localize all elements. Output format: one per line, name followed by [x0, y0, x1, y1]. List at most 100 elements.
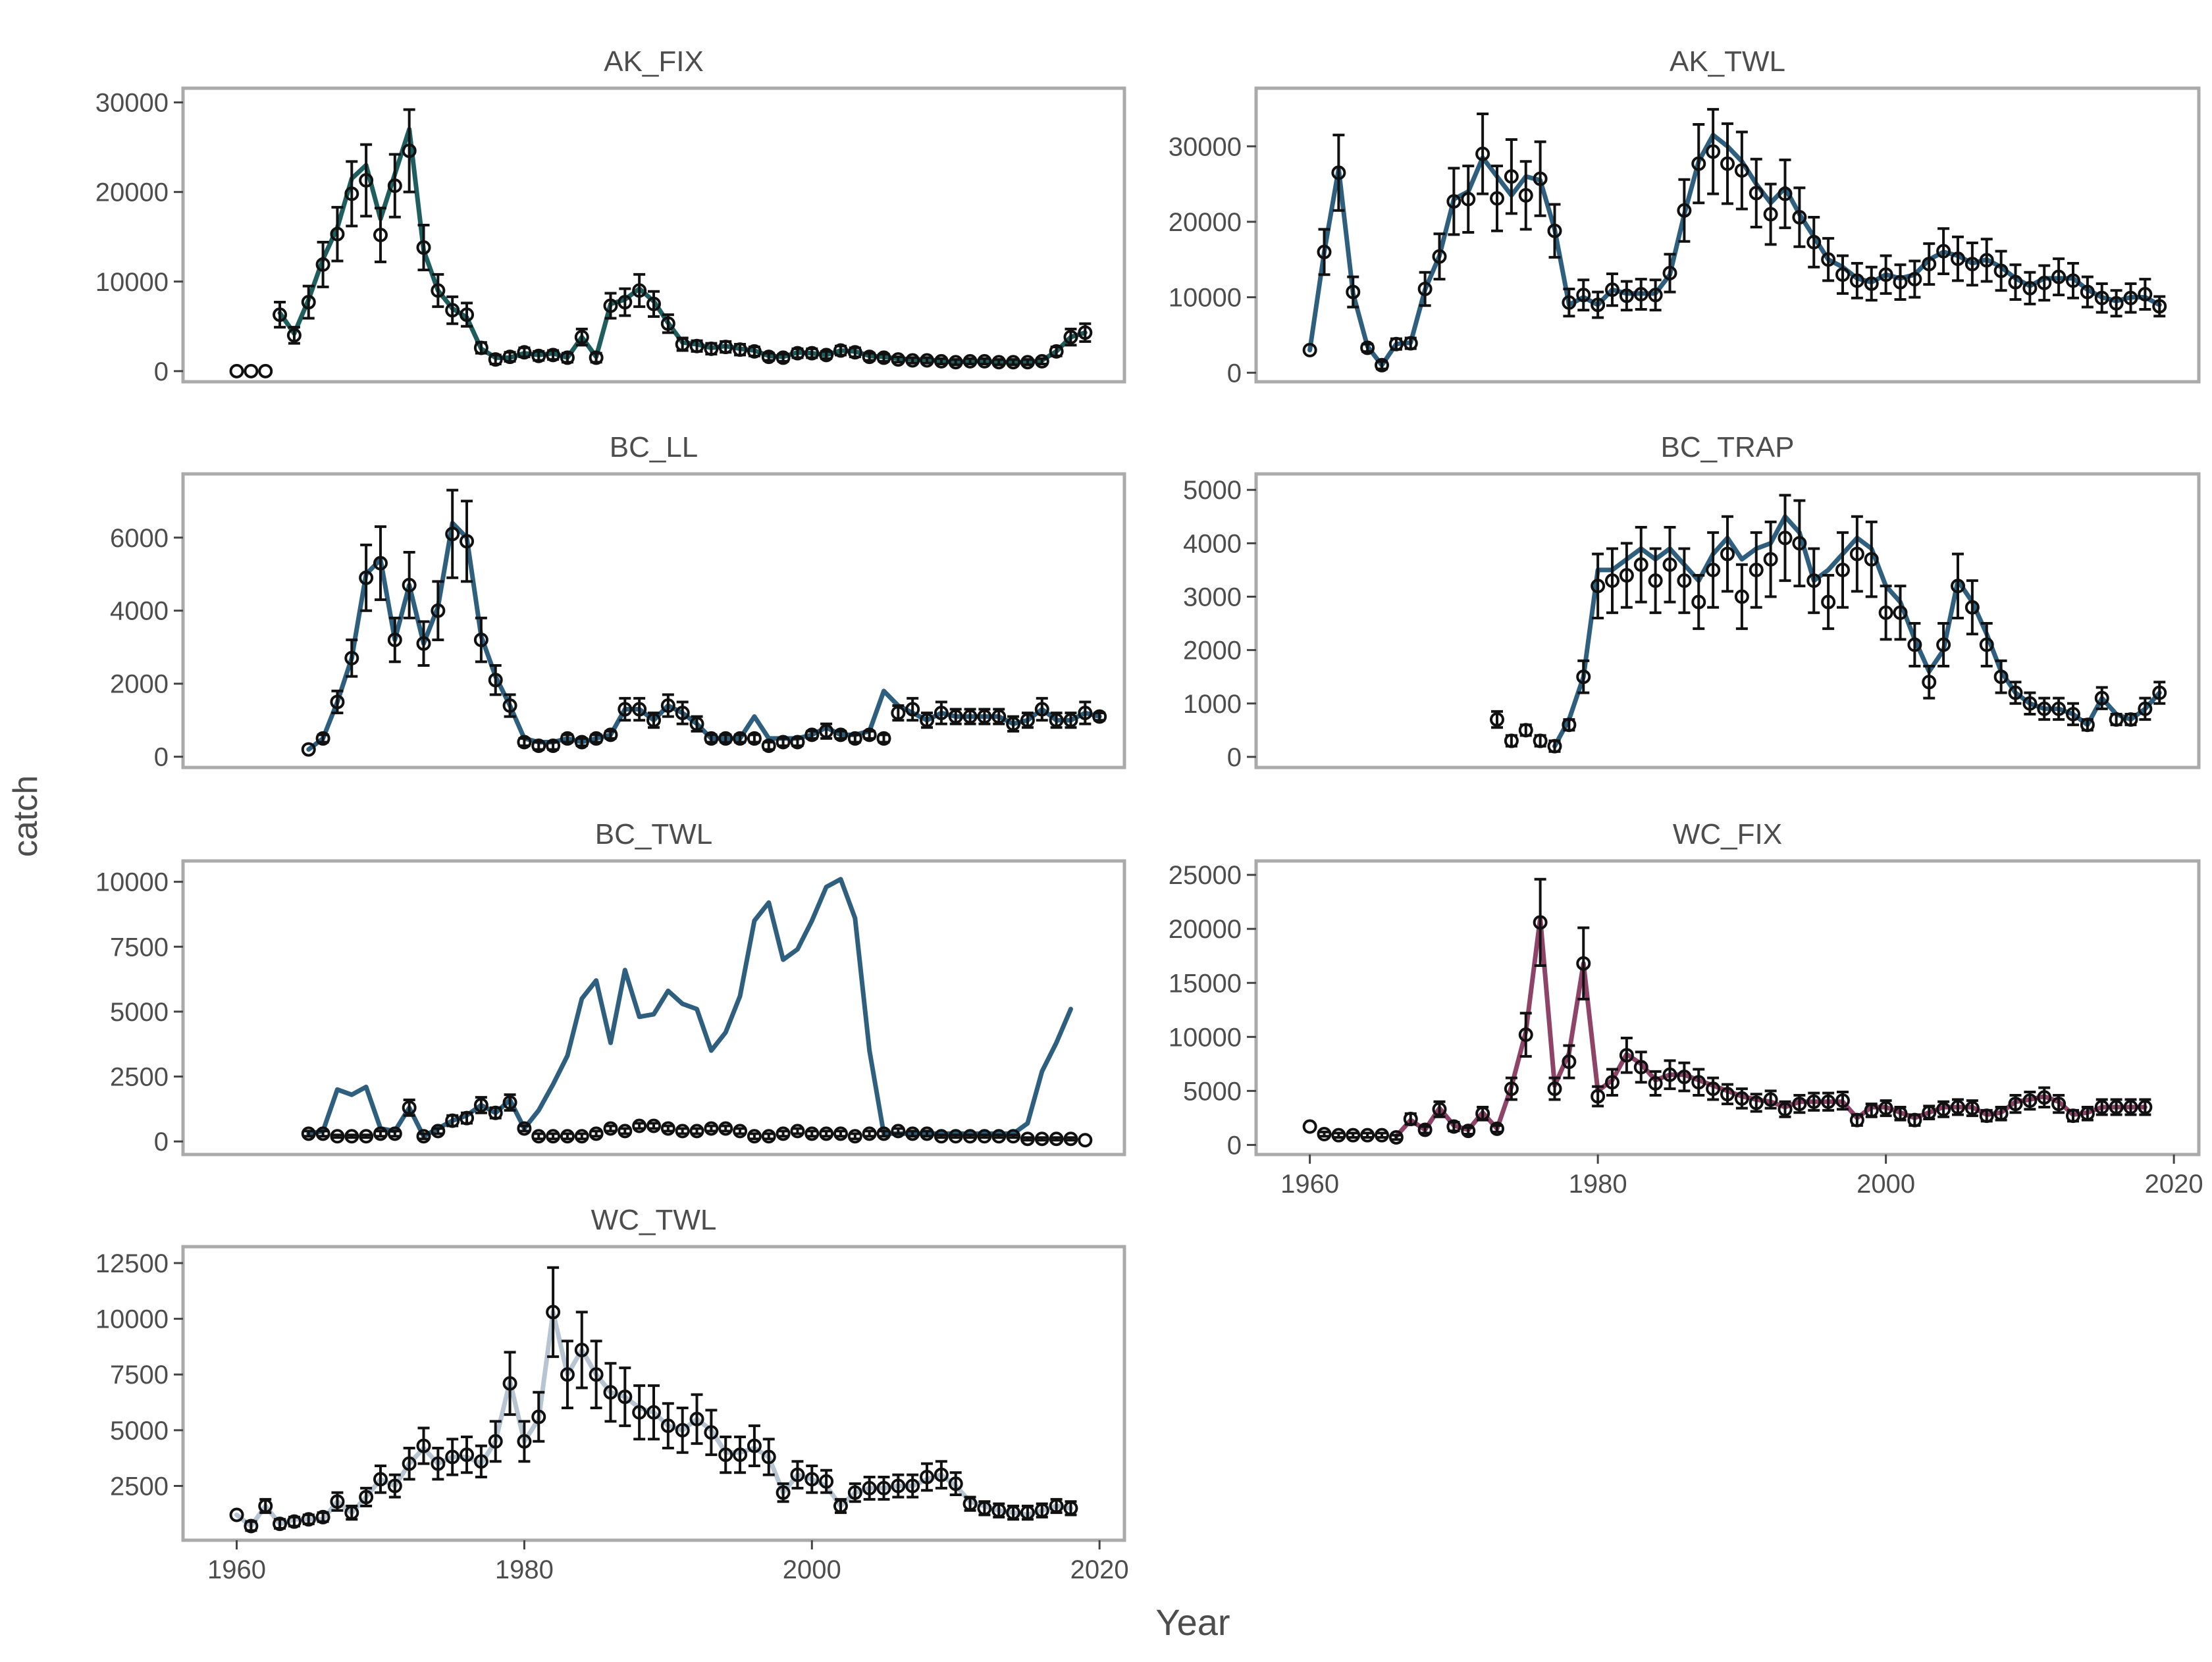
data-point [733, 1124, 748, 1139]
data-point [2123, 712, 2138, 727]
data-point [660, 698, 675, 713]
data-point [301, 742, 316, 757]
data-point [416, 636, 431, 651]
data-point [1446, 1119, 1462, 1134]
data-point [286, 328, 302, 343]
data-point [718, 1447, 733, 1463]
data-point [1720, 546, 1735, 561]
y-tick-label: 5000 [1183, 476, 1242, 505]
data-point [962, 709, 978, 724]
data-point [1078, 706, 1093, 721]
data-point [761, 739, 776, 754]
data-point [1778, 1102, 1793, 1117]
data-point [1864, 1103, 1879, 1118]
data-point [546, 348, 561, 363]
x-tick-label: 2000 [783, 1555, 841, 1584]
data-point [2066, 706, 2080, 721]
data-point [1633, 287, 1648, 302]
data-point [1006, 716, 1021, 731]
data-point [1518, 1027, 1533, 1043]
data-point [618, 295, 633, 310]
data-point [2123, 1099, 2138, 1114]
panel-border [181, 859, 1126, 1156]
data-point [1388, 1130, 1404, 1145]
data-point [819, 723, 834, 739]
data-point [2066, 273, 2080, 288]
data-point [1951, 1099, 1965, 1114]
data-point [1092, 709, 1107, 724]
data-point [833, 1126, 848, 1141]
y-tick-label: 0 [1227, 1131, 1242, 1160]
data-point [286, 1514, 302, 1529]
y-tick-label: 0 [1227, 743, 1242, 772]
data-point [2051, 701, 2067, 716]
data-point [991, 355, 1007, 370]
data-point [920, 353, 935, 368]
data-point [330, 226, 345, 242]
data-point [229, 363, 244, 378]
data-point [1691, 594, 1706, 610]
panel-title: AK_FIX [604, 45, 704, 78]
data-point [1749, 186, 1764, 201]
data-point [1020, 355, 1035, 370]
data-point [761, 350, 776, 365]
data-point [273, 1517, 288, 1532]
data-point [603, 1121, 618, 1136]
data-point [1533, 733, 1548, 748]
data-point [991, 1503, 1007, 1518]
panel-ak-twl: AK_TWL 0 10000 20000 30000 [1169, 45, 2201, 388]
data-point [402, 143, 417, 159]
data-point [301, 1126, 316, 1141]
data-point [948, 355, 963, 370]
x-tick-label: 2020 [2145, 1170, 2203, 1199]
data-point [1993, 669, 2009, 685]
data-point [948, 709, 963, 724]
data-point [589, 350, 604, 365]
data-point [1605, 1075, 1620, 1090]
data-point [416, 1129, 431, 1144]
data-point [776, 350, 791, 365]
data-point [1849, 546, 1864, 561]
data-point [862, 1126, 877, 1141]
data-point [2080, 717, 2095, 733]
data-point [747, 344, 762, 359]
data-point [1302, 342, 1317, 357]
panel-border [1254, 472, 2201, 769]
data-point [1778, 186, 1793, 201]
data-point [1049, 713, 1064, 728]
data-point [1403, 1112, 1418, 1127]
data-point [1034, 1503, 1049, 1518]
data-point [776, 735, 791, 750]
data-point [2008, 1097, 2023, 1112]
data-point [373, 1126, 388, 1141]
y-tick-label: 10000 [1169, 1023, 1242, 1052]
panel-border [1254, 859, 2201, 1156]
data-point [1893, 1106, 1908, 1121]
panel-title: WC_TWL [591, 1204, 717, 1236]
data-point [431, 1456, 446, 1471]
data-point [1936, 1102, 1951, 1117]
data-point [244, 1519, 259, 1534]
data-point [2094, 690, 2109, 706]
data-point [603, 298, 618, 313]
data-point [1835, 267, 1850, 282]
data-point [445, 1449, 460, 1465]
panel-title: BC_TRAP [1661, 431, 1795, 463]
data-point [1951, 251, 1965, 267]
data-point [589, 1367, 604, 1382]
y-axis-title: catch [7, 775, 45, 857]
data-point [790, 346, 805, 361]
data-point [273, 307, 288, 323]
data-point [804, 727, 820, 742]
data-point [733, 731, 748, 746]
data-point [387, 1126, 402, 1141]
data-point [1778, 531, 1793, 546]
data-point [574, 735, 589, 750]
data-point [258, 363, 273, 378]
data-point [1504, 1081, 1519, 1097]
data-point [2109, 1099, 2124, 1114]
data-point [2094, 290, 2109, 305]
data-point [402, 1456, 417, 1471]
y-tick-label: 0 [154, 1128, 169, 1156]
